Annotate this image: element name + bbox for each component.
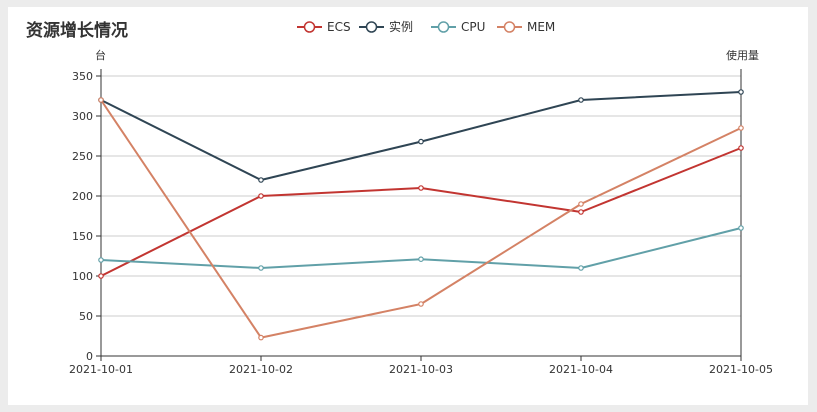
data-point[interactable] — [258, 177, 264, 183]
axes — [100, 69, 742, 357]
legend-marker — [303, 21, 316, 33]
y-tick-label: 300 — [72, 110, 93, 123]
data-point[interactable] — [738, 89, 744, 95]
data-point[interactable] — [418, 301, 424, 307]
data-point[interactable] — [258, 334, 264, 341]
y-tick-label: 350 — [72, 70, 93, 83]
x-tick-label: 2021-10-04 — [549, 363, 613, 376]
legend[interactable]: ECS 实例 CPU MEM — [297, 19, 555, 34]
data-point[interactable] — [98, 97, 104, 103]
data-point[interactable] — [738, 125, 744, 131]
data-point[interactable] — [258, 193, 264, 199]
y-axis-right-name: 使用量 — [726, 49, 759, 62]
data-point[interactable] — [98, 257, 104, 263]
x-tick-label: 2021-10-03 — [389, 363, 453, 376]
legend-label: 实例 — [389, 19, 413, 34]
legend-label: MEM — [527, 20, 555, 34]
legend-label: ECS — [327, 20, 351, 34]
legend-item-1[interactable]: 实例 — [359, 19, 413, 34]
data-point[interactable] — [98, 273, 104, 279]
data-point[interactable] — [578, 209, 584, 215]
x-tick-label: 2021-10-01 — [69, 363, 133, 376]
data-point[interactable] — [578, 265, 584, 271]
series-line-1 — [100, 91, 742, 181]
legend-label: CPU — [461, 20, 485, 34]
chart-title: 资源增长情况 — [26, 20, 128, 41]
y-tick-label: 150 — [72, 230, 93, 243]
legend-item-3[interactable]: MEM — [497, 20, 555, 34]
data-point[interactable] — [258, 265, 264, 271]
data-point[interactable] — [738, 145, 744, 151]
legend-marker — [365, 21, 378, 33]
data-point[interactable] — [578, 97, 584, 103]
data-point[interactable] — [418, 256, 424, 263]
y-tick-label: 200 — [72, 190, 93, 203]
grid-lines — [101, 75, 741, 317]
y-tick-label: 0 — [86, 350, 93, 363]
y-tick-label: 50 — [79, 310, 93, 323]
watermark: CSDN @码农-文若书生 — [644, 385, 802, 403]
y-axis-left-name: 台 — [95, 48, 106, 62]
chart-panel — [8, 7, 808, 405]
legend-marker — [437, 21, 450, 33]
data-point[interactable] — [418, 185, 424, 191]
y-tick-label: 250 — [72, 150, 93, 163]
legend-item-2[interactable]: CPU — [431, 20, 485, 34]
data-point[interactable] — [738, 225, 744, 231]
x-tick-label: 2021-10-02 — [229, 363, 293, 376]
data-point[interactable] — [418, 138, 424, 145]
data-point[interactable] — [578, 201, 584, 207]
series-group — [98, 89, 744, 341]
legend-item-0[interactable]: ECS — [297, 20, 351, 34]
y-axis-ticks: 0 50 100 150 200 250 300 350 — [72, 70, 101, 363]
y-tick-label: 100 — [72, 270, 93, 283]
legend-marker — [503, 21, 516, 33]
x-axis-ticks: 2021-10-01 2021-10-02 2021-10-03 2021-10-04… — [69, 356, 773, 376]
x-tick-label: 2021-10-05 — [709, 363, 773, 376]
